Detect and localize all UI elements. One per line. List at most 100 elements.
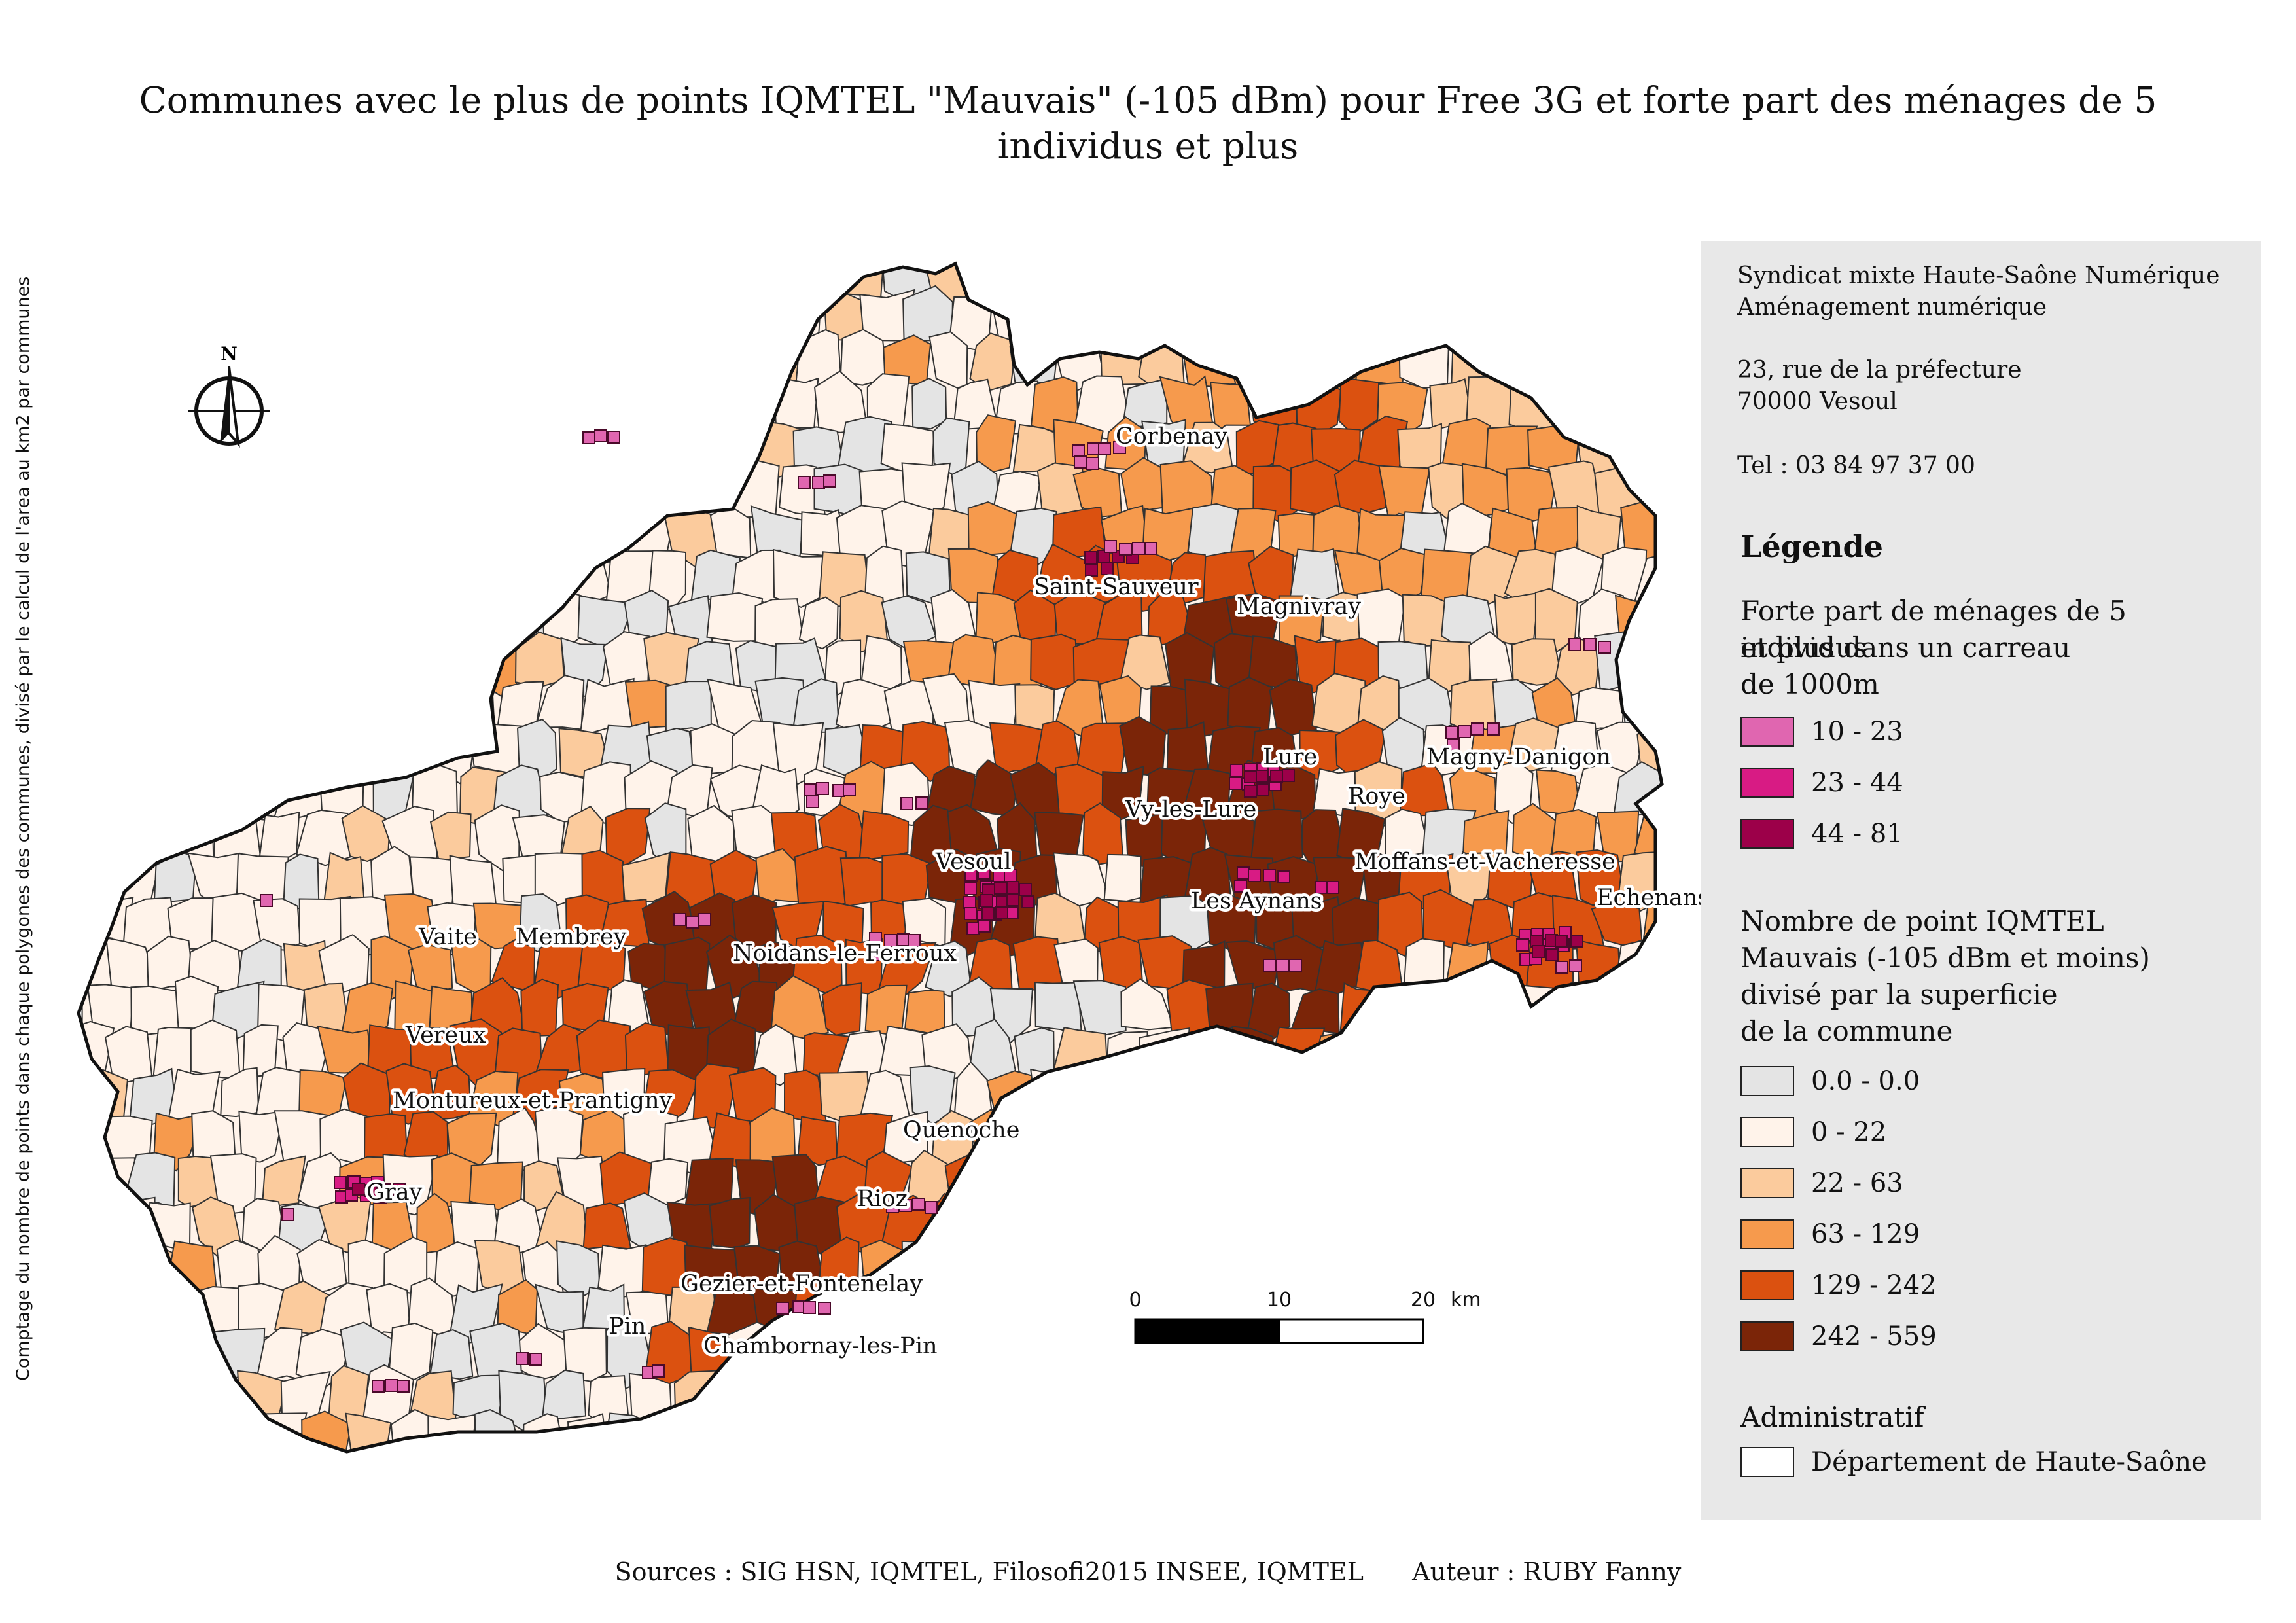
- commune-polygon[interactable]: [259, 1412, 308, 1463]
- commune-polygon[interactable]: [191, 673, 241, 736]
- commune-polygon[interactable]: [1421, 1241, 1475, 1293]
- commune-polygon[interactable]: [306, 291, 347, 345]
- commune-polygon[interactable]: [1464, 982, 1514, 1035]
- commune-polygon[interactable]: [1356, 1454, 1404, 1512]
- commune-polygon[interactable]: [123, 376, 180, 439]
- commune-polygon[interactable]: [108, 1376, 160, 1433]
- commune-polygon[interactable]: [1468, 1063, 1517, 1121]
- commune-polygon[interactable]: [1313, 248, 1368, 308]
- commune-polygon[interactable]: [1098, 1371, 1151, 1431]
- commune-polygon[interactable]: [518, 376, 558, 437]
- commune-polygon[interactable]: [1246, 1066, 1296, 1120]
- commune-polygon[interactable]: [930, 1277, 980, 1338]
- commune-polygon[interactable]: [158, 421, 192, 482]
- commune-polygon[interactable]: [711, 336, 754, 389]
- commune-polygon[interactable]: [686, 1413, 739, 1470]
- commune-polygon[interactable]: [1375, 1152, 1432, 1211]
- commune-polygon[interactable]: [1664, 1455, 1701, 1517]
- commune-polygon[interactable]: [1227, 677, 1273, 734]
- commune-polygon[interactable]: [578, 1453, 634, 1519]
- commune-polygon[interactable]: [1506, 1332, 1563, 1383]
- commune-polygon[interactable]: [1031, 1332, 1080, 1383]
- commune-polygon[interactable]: [821, 982, 863, 1036]
- commune-polygon[interactable]: [123, 630, 177, 692]
- commune-polygon[interactable]: [964, 1192, 1021, 1257]
- commune-polygon[interactable]: [1333, 1243, 1379, 1298]
- commune-polygon[interactable]: [168, 716, 223, 777]
- commune-polygon[interactable]: [1419, 1416, 1470, 1474]
- commune-polygon[interactable]: [61, 414, 107, 480]
- commune-polygon[interactable]: [713, 249, 758, 310]
- commune-polygon[interactable]: [1570, 1025, 1623, 1082]
- commune-polygon[interactable]: [663, 1451, 718, 1513]
- commune-polygon[interactable]: [1398, 1116, 1447, 1166]
- commune-polygon[interactable]: [542, 330, 588, 387]
- commune-polygon[interactable]: [61, 592, 109, 655]
- commune-polygon[interactable]: [1659, 1024, 1701, 1084]
- commune-polygon[interactable]: [1557, 378, 1602, 433]
- commune-polygon[interactable]: [1398, 333, 1450, 389]
- commune-polygon[interactable]: [427, 1414, 477, 1472]
- commune-polygon[interactable]: [516, 467, 569, 516]
- commune-polygon[interactable]: [1506, 288, 1562, 342]
- commune-polygon[interactable]: [1591, 1067, 1646, 1128]
- commune-polygon[interactable]: [60, 1281, 109, 1338]
- commune-polygon[interactable]: [1146, 1367, 1193, 1433]
- commune-polygon[interactable]: [385, 635, 440, 696]
- commune-polygon[interactable]: [109, 767, 158, 823]
- commune-polygon[interactable]: [816, 1412, 872, 1474]
- commune-polygon[interactable]: [1417, 1069, 1474, 1130]
- commune-polygon[interactable]: [383, 293, 440, 349]
- commune-polygon[interactable]: [320, 242, 366, 307]
- commune-polygon[interactable]: [41, 983, 83, 1039]
- commune-polygon[interactable]: [1484, 1024, 1538, 1081]
- commune-polygon[interactable]: [1333, 459, 1386, 514]
- commune-polygon[interactable]: [1511, 638, 1564, 686]
- commune-polygon[interactable]: [1206, 1244, 1259, 1297]
- commune-polygon[interactable]: [968, 1279, 1016, 1343]
- commune-polygon[interactable]: [491, 243, 541, 307]
- commune-polygon[interactable]: [1547, 1160, 1605, 1217]
- commune-polygon[interactable]: [792, 1370, 847, 1423]
- commune-polygon[interactable]: [1547, 985, 1604, 1042]
- commune-polygon[interactable]: [446, 329, 493, 396]
- commune-polygon[interactable]: [751, 337, 800, 387]
- commune-polygon[interactable]: [688, 293, 733, 346]
- commune-polygon[interactable]: [1051, 242, 1110, 304]
- commune-polygon[interactable]: [82, 460, 136, 521]
- commune-polygon[interactable]: [1618, 419, 1661, 478]
- commune-polygon[interactable]: [1031, 1241, 1087, 1296]
- commune-polygon[interactable]: [275, 1450, 331, 1514]
- commune-polygon[interactable]: [1318, 1450, 1362, 1514]
- commune-polygon[interactable]: [1116, 298, 1174, 349]
- commune-polygon[interactable]: [39, 1325, 88, 1382]
- commune-polygon[interactable]: [1468, 1156, 1514, 1205]
- commune-polygon[interactable]: [238, 507, 289, 563]
- commune-polygon[interactable]: [1439, 1198, 1489, 1260]
- commune-polygon[interactable]: [1576, 1198, 1625, 1254]
- commune-polygon[interactable]: [1462, 810, 1510, 866]
- commune-polygon[interactable]: [496, 336, 545, 387]
- commune-polygon[interactable]: [1359, 245, 1409, 303]
- map-canvas[interactable]: Corbenay Saint-Sauveur Magnivray Lure Magny-…: [39, 241, 1701, 1520]
- commune-polygon[interactable]: [362, 1457, 410, 1507]
- commune-polygon[interactable]: [1042, 292, 1085, 348]
- commune-polygon[interactable]: [1203, 1158, 1257, 1208]
- commune-polygon[interactable]: [211, 1412, 258, 1472]
- commune-polygon[interactable]: [276, 507, 325, 561]
- commune-polygon[interactable]: [535, 502, 587, 560]
- commune-polygon[interactable]: [296, 717, 349, 785]
- commune-polygon[interactable]: [1335, 1149, 1385, 1207]
- commune-polygon[interactable]: [61, 846, 109, 908]
- commune-polygon[interactable]: [363, 333, 408, 391]
- commune-polygon[interactable]: [1613, 939, 1669, 995]
- commune-polygon[interactable]: [911, 378, 947, 430]
- commune-polygon[interactable]: [39, 812, 90, 868]
- commune-polygon[interactable]: [122, 720, 181, 774]
- commune-polygon[interactable]: [1377, 1414, 1422, 1474]
- commune-polygon[interactable]: [1097, 1113, 1146, 1168]
- commune-polygon[interactable]: [1103, 853, 1142, 902]
- commune-polygon[interactable]: [263, 285, 308, 348]
- commune-polygon[interactable]: [1275, 1464, 1324, 1512]
- commune-polygon[interactable]: [1269, 1111, 1325, 1168]
